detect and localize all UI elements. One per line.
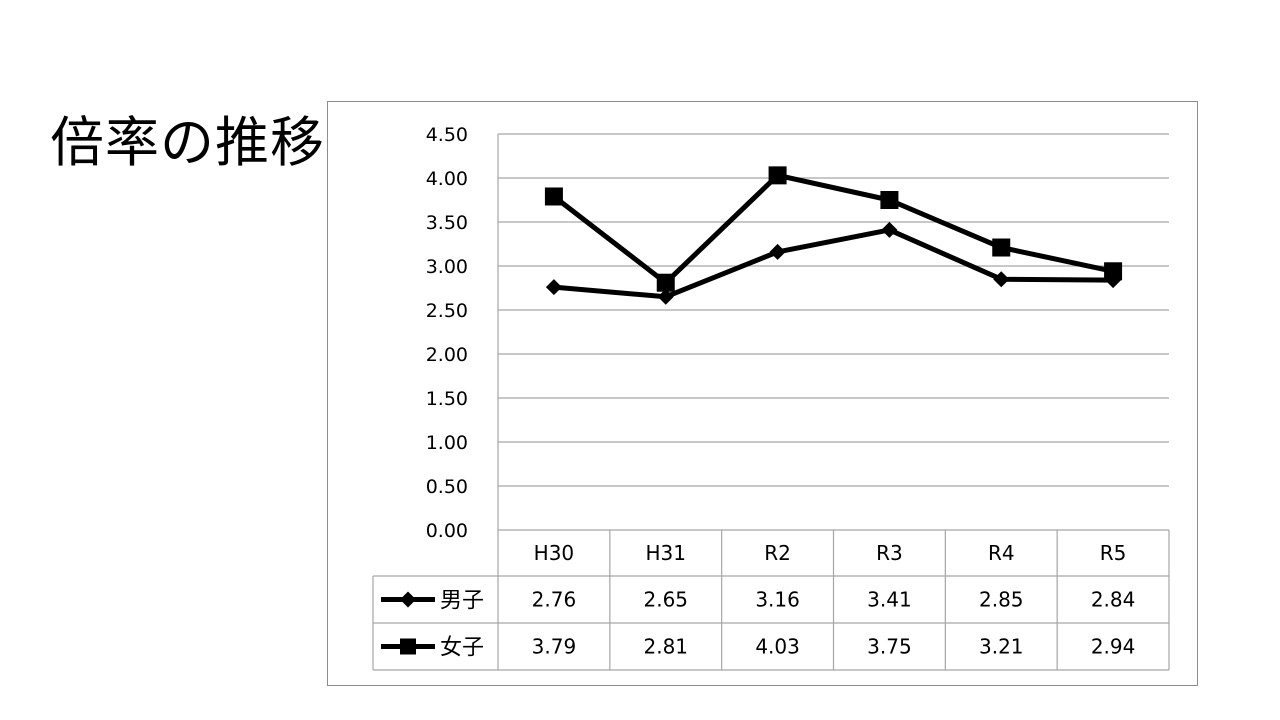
x-tick-label: R3 bbox=[876, 541, 903, 565]
series-girls-data-label: 3.75 bbox=[867, 635, 912, 659]
series-boys-marker bbox=[993, 271, 1010, 288]
series-girls-legend-label: 女子 bbox=[440, 636, 484, 661]
y-tick-label: 2.00 bbox=[426, 344, 468, 366]
series-girls-data-label: 4.03 bbox=[755, 635, 800, 659]
series-boys-legend-label: 男子 bbox=[440, 589, 484, 614]
y-tick-label: 0.50 bbox=[426, 476, 468, 498]
y-tick-label: 1.00 bbox=[426, 432, 468, 454]
series-girls-data-label: 3.79 bbox=[532, 635, 577, 659]
series-boys-data-label: 2.76 bbox=[532, 588, 577, 612]
series-boys-marker bbox=[545, 279, 562, 296]
slide-title: 倍率の推移 bbox=[50, 111, 325, 174]
x-tick-label: H30 bbox=[534, 541, 575, 565]
x-tick-label: H31 bbox=[646, 541, 687, 565]
series-boys-marker bbox=[769, 243, 786, 260]
y-tick-label: 1.50 bbox=[426, 388, 468, 410]
y-tick-label: 4.50 bbox=[426, 124, 468, 146]
series-girls-marker bbox=[544, 187, 563, 206]
y-tick-label: 0.00 bbox=[426, 520, 468, 542]
y-tick-label: 3.50 bbox=[426, 212, 468, 234]
x-tick-label: R2 bbox=[764, 541, 791, 565]
x-tick-label: R4 bbox=[988, 541, 1015, 565]
chart-area: 0.00 0.50 1.00 1.50 2.00 2.50 3.00 3.50 4.00 4.50… bbox=[327, 101, 1198, 686]
series-girls-marker bbox=[880, 191, 899, 209]
series-girls-line bbox=[552, 172, 1114, 286]
series-boys-data-label: 3.41 bbox=[867, 588, 912, 612]
series-girls-data-label: 3.21 bbox=[979, 635, 1024, 659]
y-tick-label: 4.00 bbox=[426, 168, 468, 190]
series-girls-marker bbox=[768, 166, 787, 185]
series-boys-marker bbox=[657, 288, 674, 305]
series-girls-marker bbox=[1104, 262, 1123, 281]
series-boys-legend-marker bbox=[400, 591, 416, 608]
y-tick-label: 3.00 bbox=[426, 256, 468, 278]
x-tick-label: R5 bbox=[1100, 541, 1127, 565]
series-boys-marker bbox=[881, 221, 898, 238]
series-boys-data-label: 2.84 bbox=[1091, 588, 1136, 612]
line-chart: 0.00 0.50 1.00 1.50 2.00 2.50 3.00 3.50 4.00 4.50… bbox=[372, 124, 1170, 671]
series-boys-data-label: 3.16 bbox=[755, 588, 800, 612]
series-girls-marker bbox=[656, 273, 675, 292]
series-girls-data-label: 2.94 bbox=[1091, 635, 1136, 659]
series-girls-data-label: 2.81 bbox=[643, 635, 688, 659]
y-tick-label: 2.50 bbox=[426, 300, 468, 322]
series-girls-marker bbox=[992, 238, 1011, 257]
series-boys-data-label: 2.85 bbox=[979, 588, 1024, 612]
series-girls-legend-marker bbox=[400, 638, 416, 655]
series-boys-data-label: 2.65 bbox=[643, 588, 688, 612]
series-boys-line bbox=[553, 227, 1114, 300]
